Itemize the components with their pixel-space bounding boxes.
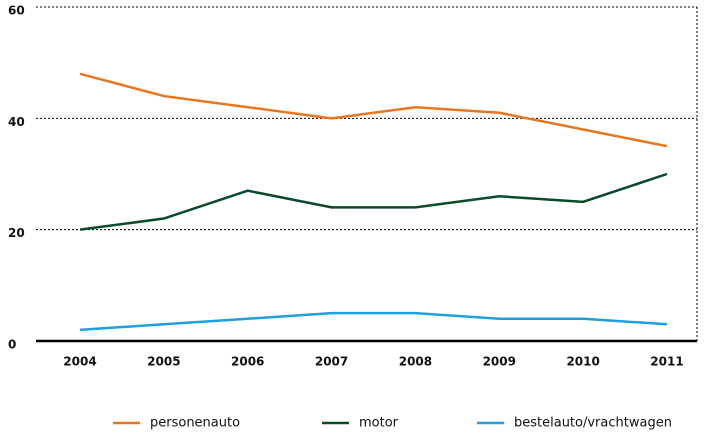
series-line — [79, 311, 668, 332]
x-tick-label: 2006 — [231, 355, 264, 369]
legend-label: bestelauto/vrachtwagen — [514, 416, 672, 431]
legend-label: motor — [359, 416, 399, 431]
x-tick-label: 2011 — [650, 355, 683, 369]
x-tick-label: 2009 — [483, 355, 516, 369]
y-tick-label: 0 — [8, 338, 16, 352]
x-tick-label: 2010 — [566, 355, 599, 369]
legend-label: personenauto — [150, 416, 240, 431]
series-line — [79, 72, 668, 148]
x-tick-label: 2004 — [63, 355, 96, 369]
x-tick-label: 2008 — [399, 355, 432, 369]
x-tick-label: 2005 — [147, 355, 180, 369]
y-tick-label: 20 — [8, 226, 25, 240]
series-line — [79, 172, 668, 231]
y-tick-label: 60 — [8, 4, 25, 18]
x-tick-label: 2007 — [315, 355, 348, 369]
y-tick-label: 40 — [8, 115, 25, 129]
